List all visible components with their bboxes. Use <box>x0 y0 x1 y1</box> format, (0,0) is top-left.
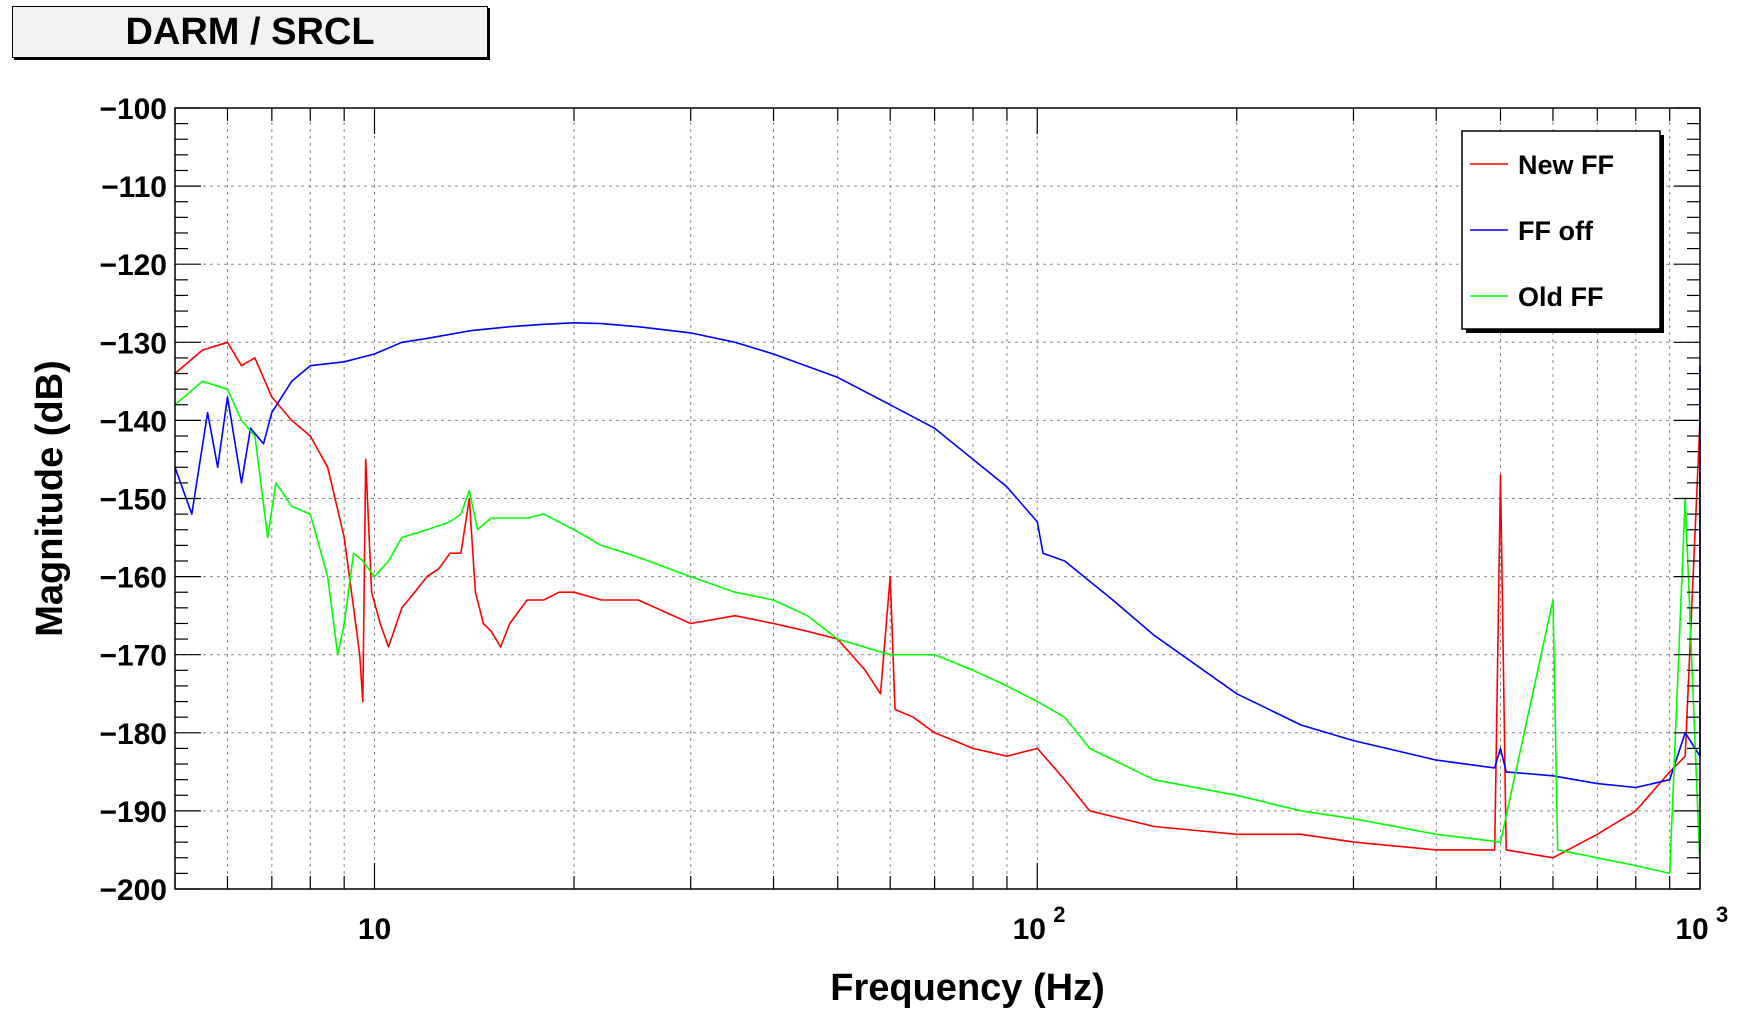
y-tick-label: −200 <box>99 874 167 907</box>
x-tick-label-exponent: 3 <box>1716 902 1728 927</box>
y-tick-label: −130 <box>99 327 167 360</box>
series-line-1 <box>174 341 1701 859</box>
x-tick-label-exponent: 2 <box>1053 902 1065 927</box>
chart-title: DARM / SRCL <box>125 10 375 53</box>
legend-label: New FF <box>1518 150 1614 180</box>
y-tick-label: −140 <box>99 405 167 438</box>
y-tick-label: −180 <box>99 718 167 751</box>
y-axis-title: Magnitude (dB) <box>29 360 71 637</box>
chart-title-box: DARM / SRCL <box>12 6 488 58</box>
series-line-2 <box>174 321 1701 789</box>
y-tick-label: −170 <box>99 640 167 673</box>
y-tick-label: −110 <box>101 171 167 204</box>
legend-label: FF off <box>1518 216 1594 246</box>
x-tick-label: 10 <box>358 913 391 946</box>
y-tick-label: −100 <box>99 93 167 126</box>
legend: New FF FF off Old FF <box>1461 130 1664 333</box>
axis-layer: −100 −110 −120 −130 −140 −150 −160 −170 −180 −190… <box>99 93 1728 946</box>
y-tick-label: −160 <box>99 562 167 595</box>
series-layer <box>174 321 1701 875</box>
x-tick-label: 10 <box>1013 913 1046 946</box>
y-tick-label: −120 <box>99 249 167 282</box>
x-tick-label: 10 <box>1675 913 1708 946</box>
y-tick-label: −150 <box>99 484 167 517</box>
y-tick-label: −190 <box>99 796 167 829</box>
legend-label: Old FF <box>1518 282 1603 312</box>
series-line-3 <box>174 380 1701 875</box>
x-axis-title: Frequency (Hz) <box>830 967 1104 1009</box>
